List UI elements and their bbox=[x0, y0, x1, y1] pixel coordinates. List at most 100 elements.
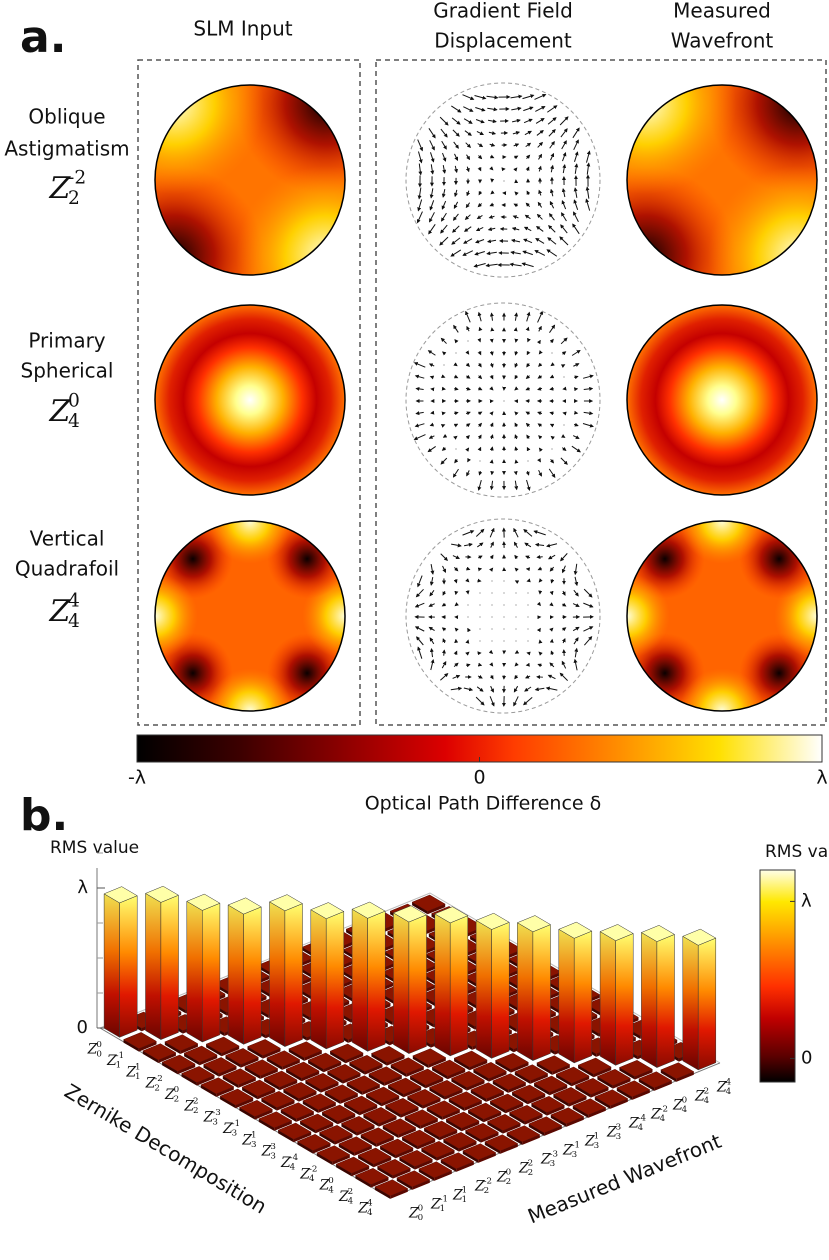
floor-tile bbox=[219, 1088, 254, 1106]
field-arrow bbox=[414, 374, 425, 379]
field-arrow bbox=[513, 541, 518, 548]
floor-tile bbox=[326, 1064, 362, 1081]
field-arrow bbox=[535, 118, 545, 124]
field-arrow bbox=[463, 687, 474, 692]
floor-tile-side bbox=[177, 1064, 196, 1075]
field-arrow bbox=[489, 696, 495, 707]
floor-tile-side bbox=[293, 1132, 312, 1143]
field-dot bbox=[503, 628, 505, 630]
field-arrow bbox=[429, 637, 435, 645]
floor-tile-side bbox=[571, 1076, 590, 1087]
field-arrow bbox=[514, 312, 519, 321]
floor-tile-side bbox=[490, 1101, 506, 1114]
field-arrow bbox=[463, 106, 474, 112]
floor-tile-side bbox=[421, 1148, 437, 1161]
field-arrow bbox=[524, 542, 532, 548]
field-arrow bbox=[523, 696, 533, 706]
panel-label: b. bbox=[20, 790, 68, 841]
field-arrow bbox=[522, 250, 533, 256]
bar-top bbox=[227, 897, 262, 915]
field-arrow bbox=[561, 200, 567, 210]
field-arrow bbox=[573, 211, 579, 223]
field-arrow bbox=[525, 470, 530, 476]
field-arrow bbox=[560, 457, 568, 465]
field-arrow bbox=[522, 94, 535, 100]
field-arrow bbox=[514, 374, 519, 380]
field-arrow bbox=[451, 543, 462, 548]
floor-tile bbox=[401, 1129, 436, 1147]
floor-tile bbox=[238, 1100, 274, 1117]
bar-front bbox=[119, 895, 138, 1038]
field-arrow bbox=[561, 627, 567, 632]
term-m: 4 bbox=[367, 1198, 373, 1208]
field-arrow bbox=[573, 589, 579, 597]
field-arrow bbox=[441, 627, 447, 632]
floor-tile bbox=[338, 1136, 373, 1154]
field-arrow bbox=[465, 411, 471, 416]
field-arrow bbox=[428, 363, 435, 368]
field-dot bbox=[551, 448, 553, 450]
field-arrow bbox=[417, 139, 423, 152]
floor-tile-side bbox=[451, 1078, 467, 1091]
term-symbol: Z bbox=[628, 1115, 639, 1131]
floor-tile bbox=[376, 1159, 412, 1176]
colorbar-title: RMS value bbox=[765, 842, 829, 862]
field-arrow bbox=[526, 434, 531, 439]
floor-tile bbox=[442, 1132, 478, 1149]
floor-tile-side bbox=[164, 1041, 181, 1054]
field-dot bbox=[527, 460, 529, 462]
floor-tile-side bbox=[456, 1161, 474, 1172]
floor-tile-side bbox=[340, 1093, 358, 1104]
field-arrow bbox=[429, 140, 435, 151]
term-m: 1 bbox=[594, 1132, 600, 1142]
bar-side bbox=[682, 935, 699, 1071]
field-arrow bbox=[454, 189, 458, 198]
floor-tile-side bbox=[486, 1091, 504, 1102]
field-arrow bbox=[429, 647, 434, 658]
field-arrow bbox=[441, 212, 447, 222]
term-m: -4 bbox=[638, 1114, 647, 1124]
field-arrow bbox=[477, 542, 484, 548]
floor-tile-side bbox=[378, 1116, 397, 1127]
field-arrow bbox=[538, 350, 543, 355]
field-arrow bbox=[441, 351, 447, 356]
floor-tile-side bbox=[512, 1092, 528, 1105]
field-arrow bbox=[442, 165, 447, 174]
term-symbol: Z bbox=[430, 1196, 441, 1212]
field-outline bbox=[405, 82, 601, 278]
term-n: 3 bbox=[550, 1159, 556, 1169]
floor-tile-side bbox=[364, 1064, 383, 1075]
field-arrow bbox=[549, 423, 555, 428]
floor-tile-side bbox=[480, 1132, 499, 1143]
field-arrow bbox=[511, 226, 520, 231]
floor-tile-side bbox=[414, 1159, 433, 1170]
field-arrow bbox=[549, 140, 555, 149]
floor-tile bbox=[533, 1075, 568, 1093]
field-arrow bbox=[441, 200, 447, 210]
map-lobe bbox=[627, 573, 670, 659]
field-arrow bbox=[550, 362, 555, 367]
floor-tile-side bbox=[506, 1132, 523, 1145]
field-arrow bbox=[466, 663, 471, 668]
floor-tile-side bbox=[483, 1112, 502, 1123]
floor-tile bbox=[390, 1057, 425, 1075]
bar-front bbox=[449, 915, 469, 1057]
field-arrow bbox=[549, 590, 554, 596]
floor-tile-side bbox=[258, 1118, 275, 1131]
floor-tile bbox=[302, 1093, 337, 1111]
floor-tile-side bbox=[578, 1065, 594, 1078]
term-symbol: Z bbox=[299, 1166, 310, 1182]
field-dot bbox=[479, 604, 481, 606]
field-arrow bbox=[572, 603, 580, 607]
field-arrow bbox=[549, 627, 554, 632]
field-dot bbox=[527, 628, 529, 630]
term-symbol: Z bbox=[338, 1189, 349, 1205]
floor-tile bbox=[222, 1068, 257, 1086]
field-arrow bbox=[454, 386, 459, 391]
term-n: 4 bbox=[328, 1185, 334, 1195]
field-arrow bbox=[560, 224, 568, 234]
field-arrow bbox=[453, 141, 459, 149]
floor-tile-side bbox=[495, 1060, 511, 1073]
field-dot bbox=[515, 640, 517, 642]
field-arrow bbox=[430, 152, 435, 163]
